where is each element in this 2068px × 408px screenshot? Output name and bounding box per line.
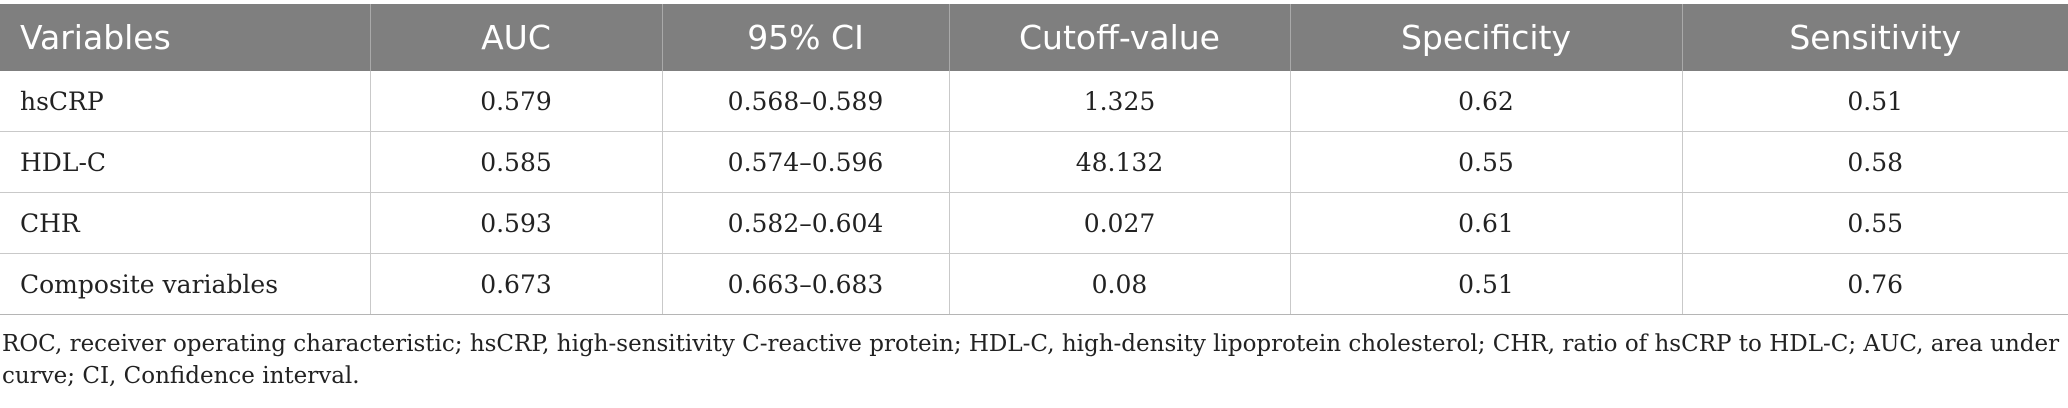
cell-variable: HDL-C [0, 131, 371, 193]
cell-auc: 0.579 [370, 71, 663, 132]
header-sensitivity: Sensitivity [1682, 4, 2068, 71]
cell-sensitivity: 0.76 [1682, 253, 2068, 315]
header-95-ci: 95% CI [662, 4, 950, 71]
roc-results-table-container: Variables AUC 95% CI Cutoff-value Specif… [0, 4, 2068, 315]
cell-cutoff: 1.325 [949, 71, 1291, 132]
header-variables: Variables [0, 4, 371, 71]
table-row: Composite variables 0.673 0.663–0.683 0.… [0, 253, 2068, 315]
cell-ci: 0.582–0.604 [662, 192, 950, 254]
cell-specificity: 0.62 [1290, 71, 1683, 132]
cell-auc: 0.673 [370, 253, 663, 315]
table-row: hsCRP 0.579 0.568–0.589 1.325 0.62 0.51 [0, 71, 2068, 132]
cell-specificity: 0.61 [1290, 192, 1683, 254]
cell-cutoff: 0.027 [949, 192, 1291, 254]
table-header: Variables AUC 95% CI Cutoff-value Specif… [0, 4, 2068, 71]
cell-specificity: 0.51 [1290, 253, 1683, 315]
roc-results-table: Variables AUC 95% CI Cutoff-value Specif… [0, 4, 2068, 315]
header-row: Variables AUC 95% CI Cutoff-value Specif… [0, 4, 2068, 71]
cell-ci: 0.568–0.589 [662, 71, 950, 132]
cell-variable: Composite variables [0, 253, 371, 315]
cell-variable: hsCRP [0, 71, 371, 132]
cell-auc: 0.585 [370, 131, 663, 193]
table-row: CHR 0.593 0.582–0.604 0.027 0.61 0.55 [0, 192, 2068, 254]
cell-ci: 0.663–0.683 [662, 253, 950, 315]
header-cutoff-value: Cutoff-value [949, 4, 1291, 71]
cell-sensitivity: 0.58 [1682, 131, 2068, 193]
table-body: hsCRP 0.579 0.568–0.589 1.325 0.62 0.51 … [0, 71, 2068, 315]
cell-specificity: 0.55 [1290, 131, 1683, 193]
cell-cutoff: 0.08 [949, 253, 1291, 315]
table-row: HDL-C 0.585 0.574–0.596 48.132 0.55 0.58 [0, 131, 2068, 193]
cell-sensitivity: 0.55 [1682, 192, 2068, 254]
cell-cutoff: 48.132 [949, 131, 1291, 193]
cell-auc: 0.593 [370, 192, 663, 254]
header-auc: AUC [370, 4, 663, 71]
header-specificity: Specificity [1290, 4, 1683, 71]
cell-variable: CHR [0, 192, 371, 254]
table-footnote: ROC, receiver operating characteristic; … [2, 331, 2060, 389]
cell-ci: 0.574–0.596 [662, 131, 950, 193]
cell-sensitivity: 0.51 [1682, 71, 2068, 132]
